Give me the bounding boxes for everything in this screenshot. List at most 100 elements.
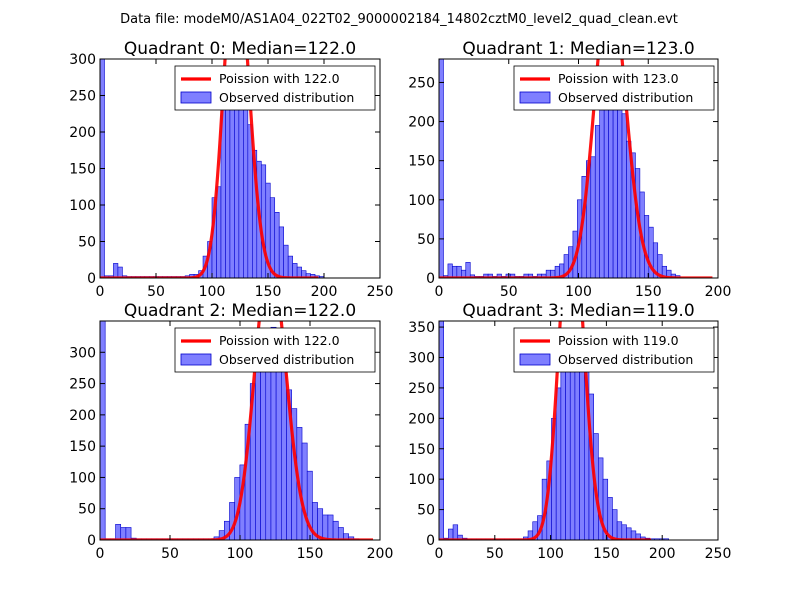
y-tick-label: 200: [408, 115, 435, 131]
y-tick-label: 300: [69, 345, 96, 361]
y-tick-label: 250: [69, 377, 96, 393]
histogram-bar: [292, 263, 298, 278]
y-tick-label: 150: [69, 439, 96, 455]
histogram-bar: [125, 527, 132, 540]
histogram-bar: [510, 273, 516, 278]
y-tick-label: 100: [408, 472, 435, 488]
legend-bar-swatch: [180, 353, 212, 366]
histogram-bar: [439, 59, 444, 278]
histogram-bar: [603, 97, 609, 278]
histogram-bar: [452, 265, 458, 278]
y-tick-label: 100: [69, 470, 96, 486]
x-tick-label: 50: [500, 284, 518, 300]
legend-bar-swatch: [519, 353, 551, 366]
histogram-bar: [439, 321, 444, 540]
x-tick-label: 100: [227, 546, 254, 562]
panel-3: 0 50 100 150 200 250 0 50 100 150 200 250 300 350 Quad…: [408, 301, 731, 562]
histogram-bar: [616, 521, 623, 540]
plot-area: [100, 321, 374, 540]
legend-label-poisson: Poission with 122.0: [219, 333, 340, 348]
y-tick-label: 50: [78, 235, 96, 251]
histogram-bar: [337, 527, 344, 540]
legend-label-poisson: Poission with 122.0: [219, 71, 340, 86]
x-tick-label: 150: [297, 546, 324, 562]
histogram-bar: [594, 125, 601, 278]
poisson-curve: [100, 59, 319, 278]
figure-title: Data file: modeM0/AS1A04_022T02_90000021…: [120, 12, 678, 27]
x-tick-label: 200: [367, 546, 394, 562]
y-tick-label: 150: [69, 162, 96, 178]
panel-1: 0 50 100 150 200 0 50 100 150 200 250 Quadrant 1: M…: [408, 39, 732, 300]
legend-bar-swatch: [180, 91, 212, 104]
x-tick-label: 0: [435, 284, 444, 300]
histogram-bar: [496, 273, 502, 278]
histogram-bar: [457, 534, 463, 540]
y-tick-label: 200: [69, 408, 96, 424]
histogram-bar: [115, 524, 122, 540]
y-tick-label: 100: [408, 193, 435, 209]
x-tick-label: 200: [311, 284, 338, 300]
y-tick-label: 200: [408, 411, 435, 427]
histogram-bar: [296, 266, 302, 278]
panel-2: 0 50 100 150 200 0 50 100 150 200 250 300 Quadrant 2…: [69, 301, 394, 562]
y-tick-label: 200: [69, 125, 96, 141]
histogram-bar: [120, 527, 127, 540]
y-tick-label: 0: [426, 271, 435, 287]
legend-label-poisson: Poission with 123.0: [558, 71, 679, 86]
x-tick-label: 0: [435, 546, 444, 562]
legend: Poission with 122.0 Observed distribution: [174, 327, 376, 373]
legend-label-poisson: Poission with 119.0: [558, 333, 679, 348]
histogram-bar: [612, 509, 618, 540]
histogram-bar: [117, 266, 123, 278]
histogram-bar: [626, 527, 632, 540]
legend-box: [174, 65, 376, 111]
y-tick-label: 300: [408, 351, 435, 367]
legend: Poission with 122.0 Observed distribution: [174, 65, 376, 111]
panel-0: 0 50 100 150 200 250 0 50 100 150 200 250 300 Quadran…: [69, 39, 394, 300]
y-tick-label: 300: [69, 52, 96, 68]
y-tick-label: 0: [426, 533, 435, 549]
poisson-curve: [439, 321, 652, 540]
legend: Poission with 123.0 Observed distribution: [513, 65, 715, 111]
histogram-bar: [243, 87, 249, 278]
histogram-bar: [113, 263, 119, 278]
x-tick-label: 150: [255, 284, 282, 300]
histogram-bar: [225, 87, 231, 278]
panel-title: Quadrant 2: Median=122.0: [124, 301, 356, 321]
panels: 0 50 100 150 200 250 0 50 100 150 200 250 300 Quadran…: [69, 39, 732, 562]
histogram-bar: [448, 528, 454, 540]
histogram-bar: [590, 156, 596, 278]
x-tick-label: 50: [486, 546, 504, 562]
histogram-bar: [238, 91, 244, 278]
panel-title: Quadrant 1: Median=123.0: [462, 39, 694, 59]
histogram-bar: [260, 345, 267, 540]
legend-label-observed: Observed distribution: [558, 90, 693, 105]
histogram-bar: [465, 262, 471, 278]
histogram-bar: [621, 113, 627, 278]
histogram-bar: [452, 524, 459, 540]
histogram-bar: [565, 345, 571, 540]
x-tick-label: 100: [199, 284, 226, 300]
histogram-bar: [269, 197, 276, 278]
plot-area: [439, 59, 713, 278]
poisson-curve: [100, 321, 374, 540]
y-tick-label: 0: [87, 271, 96, 287]
x-tick-label: 100: [537, 546, 564, 562]
x-tick-label: 150: [593, 546, 620, 562]
histogram-bar: [574, 363, 580, 540]
legend-label-observed: Observed distribution: [219, 90, 354, 105]
histogram-bar: [456, 265, 462, 278]
histogram-bar: [260, 164, 267, 278]
x-tick-label: 250: [367, 284, 394, 300]
histogram-bar: [278, 226, 284, 278]
histogram-bar: [621, 524, 627, 540]
legend-label-observed: Observed distribution: [558, 352, 693, 367]
x-tick-label: 50: [161, 546, 179, 562]
x-tick-label: 0: [96, 546, 105, 562]
histogram-bar: [301, 442, 308, 540]
histogram-bar: [255, 351, 261, 540]
plot-area: [439, 321, 669, 540]
x-tick-label: 200: [705, 284, 732, 300]
histogram-bar: [287, 255, 293, 278]
